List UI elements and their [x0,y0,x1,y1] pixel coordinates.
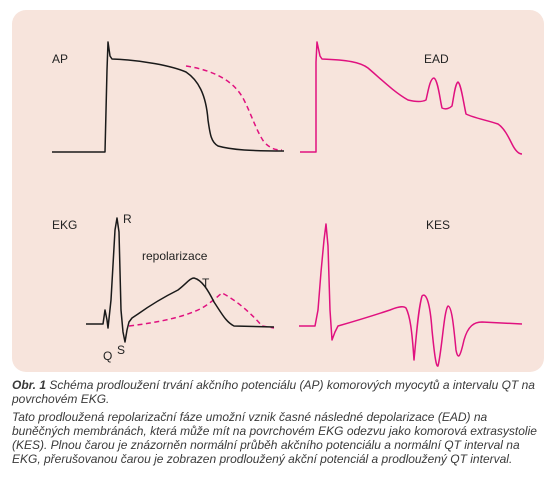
ekg-prolonged-qt-curve [128,292,275,329]
ap-prolonged-curve [185,65,283,151]
figure-panel: AP EAD EKG R Q S T repolarizace KES [12,10,544,372]
caption-title-line: Obr. 1 Schéma prodloužení trvání akčního… [12,378,544,407]
label-repolarization: repolarizace [142,249,208,263]
label-ap: AP [52,52,68,66]
ead-curve [300,41,523,155]
caption-figure-number: Obr. 1 [12,378,47,392]
label-kes: KES [426,218,450,232]
label-ekg: EKG [52,218,77,232]
label-q-wave: Q [103,349,112,363]
label-r-wave: R [123,212,132,226]
caption-body: Tato prodloužená repolarizační fáze umož… [12,409,537,467]
figure-diagram: AP EAD EKG R Q S T repolarizace KES [52,41,523,367]
caption-title: Schéma prodloužení trvání akčního potenc… [12,378,535,407]
label-ead: EAD [424,52,449,66]
label-t-wave: T [202,276,210,290]
kes-curve [299,223,523,367]
label-s-wave: S [117,343,125,357]
ap-normal-curve [52,41,285,153]
ekg-normal-curve [86,217,275,343]
figure-caption: Obr. 1 Schéma prodloužení trvání akčního… [12,378,544,467]
